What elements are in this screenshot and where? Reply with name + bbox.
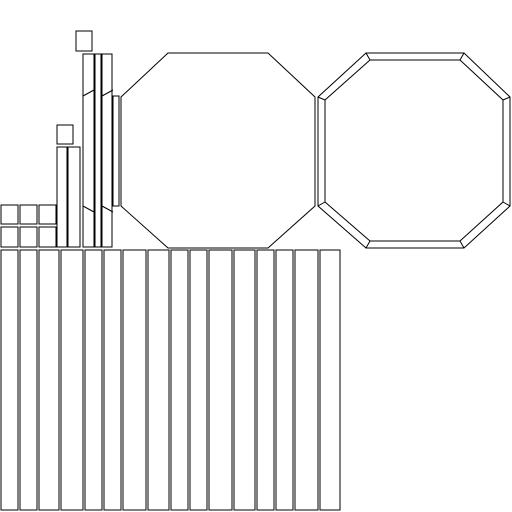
long-strip-group — [1, 250, 340, 510]
small-square — [20, 227, 37, 247]
tall-strip — [95, 54, 101, 247]
tall-strip — [113, 96, 119, 206]
tall-strip — [68, 147, 80, 247]
long-strip — [104, 250, 121, 510]
small-square — [57, 125, 73, 144]
long-strip — [1, 250, 18, 510]
long-strip — [257, 250, 274, 510]
octagon-frame-outer — [318, 53, 510, 248]
long-strip — [85, 250, 102, 510]
small-square — [76, 31, 92, 51]
small-square-group — [1, 31, 92, 247]
long-strip — [61, 250, 83, 510]
small-square — [39, 227, 56, 247]
tall-strip — [57, 147, 67, 247]
tall-strip — [83, 54, 94, 247]
octagon-panel — [121, 53, 315, 248]
long-strip — [123, 250, 146, 510]
bent-strip-group — [83, 90, 113, 212]
long-strip — [190, 250, 207, 510]
tall-strip — [102, 54, 112, 247]
long-strip — [320, 250, 340, 510]
octagon-frame — [318, 53, 510, 248]
long-strip — [276, 250, 293, 510]
long-strip — [209, 250, 232, 510]
long-strip — [20, 250, 37, 510]
octagon-frame-joints — [318, 53, 510, 248]
bent-strip — [102, 90, 113, 212]
tall-strip-group — [57, 54, 119, 247]
small-square — [20, 205, 37, 224]
long-strip — [295, 250, 318, 510]
long-strip — [171, 250, 188, 510]
long-strip — [148, 250, 169, 510]
small-square — [39, 205, 56, 224]
long-strip — [39, 250, 59, 510]
bent-strip — [83, 90, 94, 212]
small-square — [1, 205, 18, 224]
long-strip — [234, 250, 255, 510]
small-square — [1, 227, 18, 247]
octagon-frame-inner — [325, 60, 503, 241]
